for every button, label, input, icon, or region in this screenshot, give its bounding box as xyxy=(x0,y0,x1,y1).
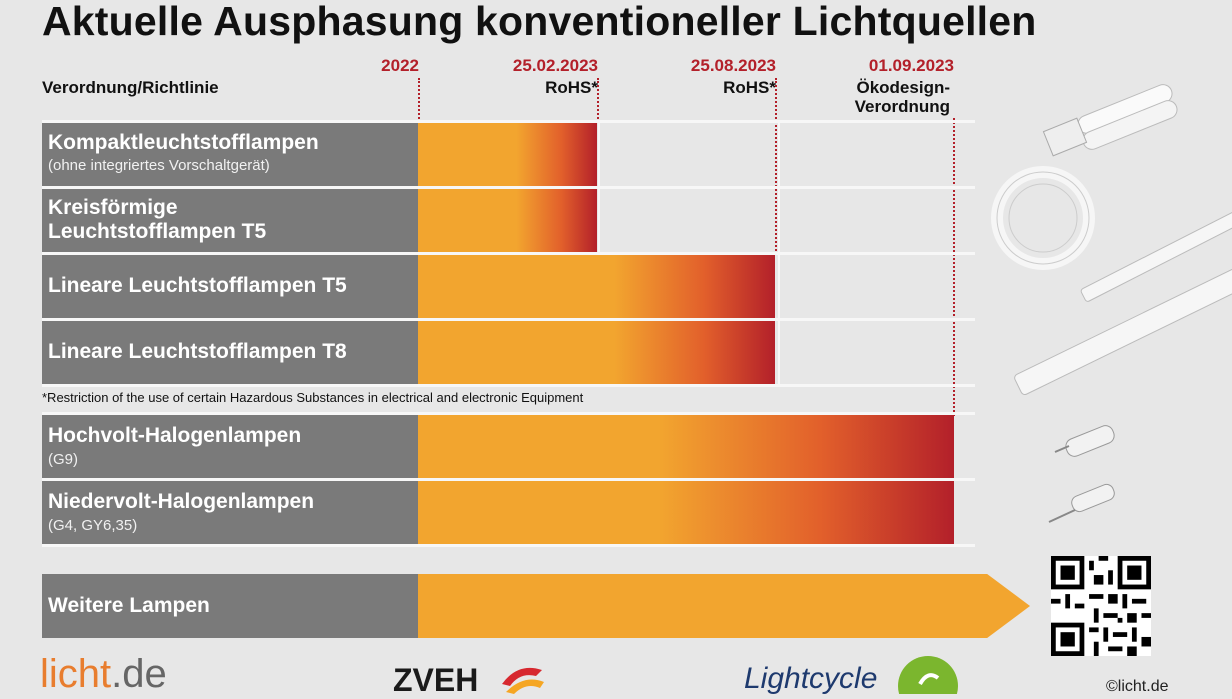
column-label: Verordnung/Richtlinie xyxy=(42,78,219,97)
row-label-main: Hochvolt-Halogenlampen xyxy=(48,424,302,447)
bar-kreisfoermig xyxy=(418,189,597,252)
bar-kompakt xyxy=(418,123,597,186)
circular-lamp-icon xyxy=(991,166,1095,270)
zveh-logo: ZVEH xyxy=(393,662,479,698)
copyright: ©licht.de xyxy=(1106,678,1169,695)
licht-de-logo: licht.de xyxy=(40,652,167,697)
row-label-main: Kreisförmige Leuchtstofflampen T5 xyxy=(48,196,267,243)
g4-halogen-icon xyxy=(1048,483,1115,523)
linear-t5-lamp-icon xyxy=(1080,204,1232,302)
row-label-niedervolt: Niedervolt-Halogenlampen (G4, GY6,35) xyxy=(42,481,418,544)
row-label-linear-t5: Lineare Leuchtstofflampen T5 xyxy=(42,255,418,318)
date-01-09-2023: 01.09.2023 xyxy=(868,56,954,75)
row-label-kompakt: Kompaktleuchtstofflampen (ohne integrier… xyxy=(42,123,418,186)
date-2022: 2022 xyxy=(381,56,419,75)
bar-linear-t8 xyxy=(418,321,775,384)
lightcycle-logo: Lightcycle xyxy=(744,662,878,695)
row-label-kreisfoermig: Kreisförmige Leuchtstofflampen T5 xyxy=(42,189,418,252)
g9-halogen-icon xyxy=(1054,425,1115,457)
grid-line xyxy=(42,412,975,415)
sub-rohs-2: RoHS* xyxy=(723,78,776,97)
grid-line xyxy=(42,318,975,321)
lightcycle-emblem-icon xyxy=(898,656,958,694)
bar-hochvolt xyxy=(418,415,954,478)
row-label-main: Weitere Lampen xyxy=(48,594,210,617)
grid-line xyxy=(42,186,975,189)
row-label-sub: (G9) xyxy=(48,451,78,468)
date-line-25-08-2023 xyxy=(775,78,777,254)
grid-line xyxy=(778,123,780,384)
date-line-01-09-2023 xyxy=(953,118,955,416)
date-line-25-02-2023 xyxy=(597,78,599,122)
sub-rohs-1: RoHS* xyxy=(545,78,598,97)
grid-line xyxy=(42,384,975,387)
compact-lamp-icon xyxy=(1042,84,1178,157)
row-label-sub: (ohne integriertes Vorschaltgerät) xyxy=(48,157,270,174)
grid-line xyxy=(42,478,975,481)
linear-t8-lamp-icon xyxy=(1014,262,1232,396)
grid-line xyxy=(598,123,600,252)
row-label-hochvolt: Hochvolt-Halogenlampen (G9) xyxy=(42,415,418,478)
row-label-main: Lineare Leuchtstofflampen T8 xyxy=(48,340,347,363)
licht-logo-word: licht xyxy=(40,652,112,696)
date-line-2022 xyxy=(418,78,420,122)
bar-linear-t5 xyxy=(418,255,775,318)
sub-oekodesign: Ökodesign- Verordnung xyxy=(854,78,950,116)
grid-line xyxy=(42,252,975,255)
row-label-linear-t8: Lineare Leuchtstofflampen T8 xyxy=(42,321,418,384)
date-25-08-2023: 25.08.2023 xyxy=(690,56,776,75)
row-label-main: Kompaktleuchtstofflampen xyxy=(48,131,319,154)
row-label-sub: (G4, GY6,35) xyxy=(48,517,138,534)
row-label-weitere: Weitere Lampen xyxy=(42,574,418,638)
grid-line xyxy=(42,120,975,123)
lamp-illustrations xyxy=(991,84,1232,523)
bar-niedervolt xyxy=(418,481,954,544)
qr-code-icon xyxy=(1051,556,1151,656)
grid-line xyxy=(42,544,975,547)
zveh-emblem-icon xyxy=(502,667,544,694)
bar-weitere-arrow xyxy=(418,574,1030,638)
licht-logo-tld: .de xyxy=(111,652,167,696)
row-label-main: Lineare Leuchtstofflampen T5 xyxy=(48,274,347,297)
date-25-02-2023: 25.02.2023 xyxy=(512,56,598,75)
row-label-main: Niedervolt-Halogenlampen xyxy=(48,490,315,513)
footnote: *Restriction of the use of certain Hazar… xyxy=(42,390,584,405)
chart-title: Aktuelle Ausphasung konventioneller Lich… xyxy=(42,0,1037,44)
